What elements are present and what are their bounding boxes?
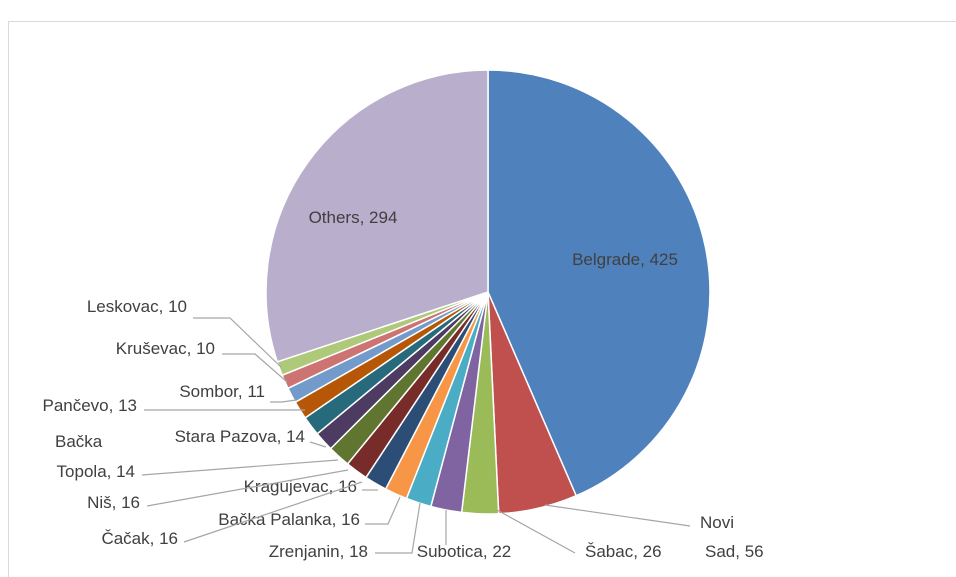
data-label: Šabac, 26 xyxy=(585,542,662,561)
leader-line xyxy=(309,441,327,448)
leader-line xyxy=(270,399,297,403)
leader-line xyxy=(141,459,339,476)
pie-slice xyxy=(265,69,489,363)
leader-line xyxy=(544,504,691,527)
data-label: Pančevo, 13 xyxy=(42,396,137,415)
data-label: Subotica, 22 xyxy=(417,542,512,561)
leader-line xyxy=(193,317,282,368)
data-label: Others, 294 xyxy=(309,208,398,227)
data-label: Leskovac, 10 xyxy=(87,297,187,316)
data-label: Kruševac, 10 xyxy=(116,339,215,358)
pie-slice xyxy=(487,69,711,497)
data-label: Kragujevac, 16 xyxy=(244,477,357,496)
chart-frame xyxy=(8,21,956,577)
leader-line xyxy=(496,509,576,554)
label-line: Novi xyxy=(700,513,734,532)
data-label: Bačka Topola, 14 xyxy=(55,432,135,481)
leader-line xyxy=(183,481,363,543)
data-label: Niš, 16 xyxy=(87,493,140,512)
data-label: Novi Sad, 56 xyxy=(700,513,764,561)
label-line: Sad, 56 xyxy=(705,542,764,561)
label-line: Bačka xyxy=(55,432,103,451)
leader-line xyxy=(222,353,288,383)
leader-line xyxy=(365,496,401,525)
label-line: Topola, 14 xyxy=(57,462,135,481)
leader-line xyxy=(146,469,349,507)
leader-line xyxy=(375,502,421,554)
data-label: Čačak, 16 xyxy=(101,529,178,548)
data-label: Stara Pazova, 14 xyxy=(175,427,305,446)
data-label: Sombor, 11 xyxy=(179,382,265,401)
data-label: Zrenjanin, 18 xyxy=(269,542,368,561)
data-label: Belgrade, 425 xyxy=(572,250,678,269)
data-label: Bačka Palanka, 16 xyxy=(218,510,360,529)
